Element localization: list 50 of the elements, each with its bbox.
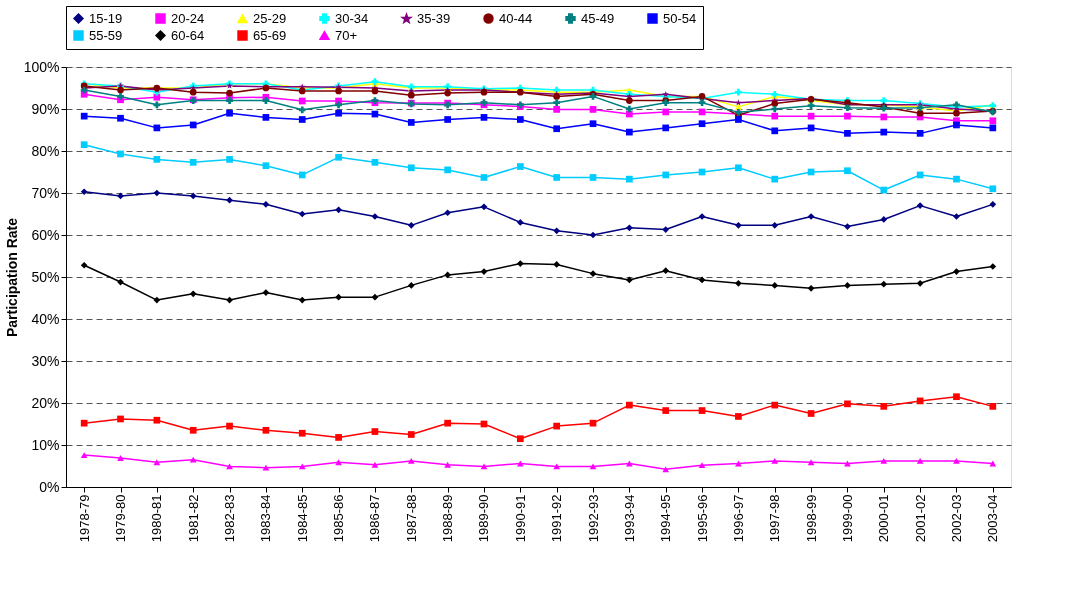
x-tick-label: 1980-81: [149, 494, 165, 543]
x-tick-label: 1978-79: [76, 494, 92, 543]
x-tick-label: 2001-02: [912, 494, 928, 543]
y-tick-label: 80%: [31, 142, 60, 159]
legend-label: 65-69: [253, 27, 287, 43]
x-tick-label: 1982-83: [222, 494, 238, 543]
x-tick-label: 1991-92: [549, 494, 565, 543]
y-tick-label: 10%: [31, 436, 60, 453]
y-tick-label: 0%: [39, 478, 60, 495]
x-tick-label: 2000-01: [876, 494, 892, 543]
y-tick-label: 20%: [31, 394, 60, 411]
x-tick-label: 1988-89: [440, 494, 456, 543]
x-tick-label: 1990-91: [512, 494, 528, 543]
y-tick-label: 90%: [31, 100, 60, 117]
x-tick-label: 1985-86: [331, 494, 347, 543]
x-tick-label: 1989-90: [476, 494, 492, 543]
y-tick-label: 50%: [31, 268, 60, 285]
x-tick-label: 1979-80: [113, 494, 129, 543]
x-tick-label: 1983-84: [258, 494, 274, 543]
legend-label: 60-64: [171, 27, 205, 43]
x-tick-label: 1997-98: [767, 494, 783, 543]
y-tick-label: 60%: [31, 226, 60, 243]
legend-label: 35-39: [417, 10, 451, 26]
x-tick-label: 1992-93: [585, 494, 601, 543]
x-tick-label: 1981-82: [185, 494, 201, 543]
legend-label: 55-59: [89, 27, 123, 43]
y-axis-title: Participation Rate: [3, 217, 20, 338]
y-tick-label: 40%: [31, 310, 60, 327]
y-tick-label: 70%: [31, 184, 60, 201]
x-tick-label: 1999-00: [839, 494, 855, 543]
x-tick-label: 2003-04: [985, 494, 1001, 543]
legend-label: 45-49: [581, 10, 615, 26]
legend-label: 25-29: [253, 10, 287, 26]
legend-label: 15-19: [89, 10, 123, 26]
x-tick-label: 1987-88: [403, 494, 419, 543]
x-tick-label: 1998-99: [803, 494, 819, 543]
legend-label: 40-44: [499, 10, 533, 26]
legend-label: 30-34: [335, 10, 369, 26]
x-tick-label: 1993-94: [621, 494, 637, 543]
legend-label: 50-54: [663, 10, 697, 26]
legend-label: 70+: [335, 27, 358, 43]
x-tick-label: 2002-03: [948, 494, 964, 543]
legend-label: 20-24: [171, 10, 205, 26]
y-tick-label: 30%: [31, 352, 60, 369]
x-tick-label: 1996-97: [730, 494, 746, 543]
x-tick-label: 1986-87: [367, 494, 383, 543]
y-tick-label: 100%: [23, 58, 60, 75]
x-tick-label: 1994-95: [658, 494, 674, 543]
x-tick-label: 1995-96: [694, 494, 710, 543]
x-tick-label: 1984-85: [294, 494, 310, 543]
